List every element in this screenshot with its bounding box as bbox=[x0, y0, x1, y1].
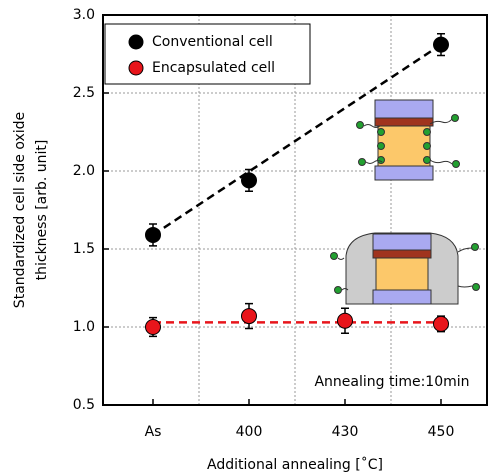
plot-frame bbox=[102, 14, 488, 406]
legend-marker bbox=[128, 60, 144, 76]
y-tick-label: 3.0 bbox=[73, 7, 95, 23]
data-point bbox=[241, 172, 257, 189]
y-tick-label: 2.0 bbox=[73, 163, 95, 179]
data-point bbox=[433, 315, 449, 332]
data-point bbox=[337, 312, 353, 329]
x-tick-label: As bbox=[145, 424, 162, 440]
y-tick-label: 2.5 bbox=[73, 85, 95, 101]
data-point bbox=[433, 36, 449, 53]
fit-line bbox=[152, 43, 442, 237]
plot-marks bbox=[145, 32, 449, 338]
x-tick-label: 400 bbox=[236, 424, 263, 440]
y-axis-label: thickness [arb. unit] bbox=[34, 140, 50, 281]
x-axis-label: Additional annealing [˚C] bbox=[207, 456, 383, 473]
data-point bbox=[145, 226, 161, 243]
y-tick-label: 0.5 bbox=[73, 397, 95, 413]
encapsulated-cell-diagram bbox=[330, 232, 480, 305]
annotation: Annealing time:10min bbox=[314, 374, 469, 390]
data-point bbox=[145, 319, 161, 335]
y-tick-label: 1.5 bbox=[73, 241, 95, 257]
y-axis-label: Standardized cell side oxide bbox=[12, 112, 28, 308]
data-point bbox=[241, 308, 257, 325]
legend-label: Conventional cell bbox=[152, 34, 273, 50]
legend-label: Encapsulated cell bbox=[152, 60, 275, 76]
legend-marker bbox=[128, 34, 144, 50]
y-tick-label: 1.0 bbox=[73, 319, 95, 335]
x-tick-label: 450 bbox=[428, 424, 455, 440]
conventional-cell-diagram bbox=[356, 99, 460, 181]
x-tick-label: 430 bbox=[332, 424, 359, 440]
